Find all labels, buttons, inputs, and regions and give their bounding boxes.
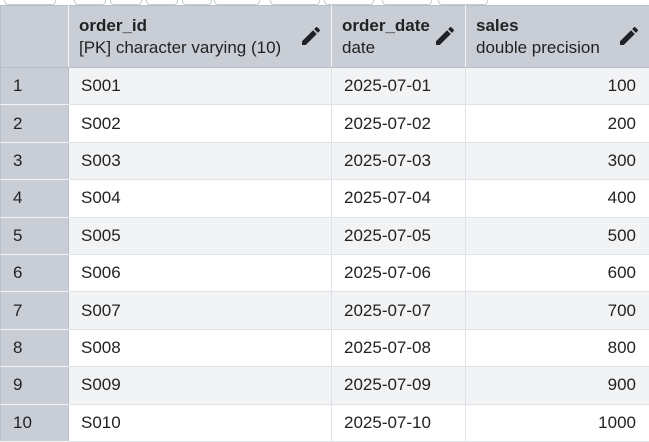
table-row[interactable]: 6 S006 2025-07-06 600: [1, 254, 649, 291]
cell-sales[interactable]: 1000: [466, 404, 649, 441]
cell-order-date[interactable]: 2025-07-08: [332, 329, 466, 366]
row-number[interactable]: 1: [1, 68, 69, 105]
column-type: date: [342, 37, 425, 59]
cell-order-id[interactable]: S010: [69, 404, 332, 441]
cell-order-date[interactable]: 2025-07-05: [332, 217, 466, 254]
column-name: order_id: [79, 15, 291, 37]
table-row[interactable]: 8 S008 2025-07-08 800: [1, 329, 649, 366]
cell-order-date[interactable]: 2025-07-09: [332, 367, 466, 404]
cell-order-id[interactable]: S002: [69, 105, 332, 142]
cell-sales[interactable]: 300: [466, 142, 649, 179]
pencil-icon[interactable]: [617, 24, 641, 48]
cell-sales[interactable]: 800: [466, 329, 649, 366]
row-number[interactable]: 4: [1, 180, 69, 217]
cell-order-date[interactable]: 2025-07-02: [332, 105, 466, 142]
select-all-corner[interactable]: [1, 6, 69, 68]
cell-order-id[interactable]: S003: [69, 142, 332, 179]
pencil-icon[interactable]: [299, 24, 323, 48]
row-number[interactable]: 3: [1, 142, 69, 179]
column-header-order-date[interactable]: order_date date: [332, 6, 466, 68]
cell-order-date[interactable]: 2025-07-07: [332, 292, 466, 329]
header-row: order_id [PK] character varying (10) ord…: [1, 6, 649, 68]
cell-order-id[interactable]: S007: [69, 292, 332, 329]
table-row[interactable]: 1 S001 2025-07-01 100: [1, 68, 649, 105]
table-row[interactable]: 9 S009 2025-07-09 900: [1, 367, 649, 404]
table-row[interactable]: 5 S005 2025-07-05 500: [1, 217, 649, 254]
cell-order-id[interactable]: S006: [69, 254, 332, 291]
cell-sales[interactable]: 500: [466, 217, 649, 254]
column-header-order-id[interactable]: order_id [PK] character varying (10): [69, 6, 332, 68]
pencil-icon[interactable]: [433, 24, 457, 48]
cell-sales[interactable]: 900: [466, 367, 649, 404]
cell-order-id[interactable]: S005: [69, 217, 332, 254]
cell-order-date[interactable]: 2025-07-06: [332, 254, 466, 291]
grid-body: 1 S001 2025-07-01 100 2 S002 2025-07-02 …: [1, 68, 649, 442]
row-number[interactable]: 2: [1, 105, 69, 142]
column-header-sales[interactable]: sales double precision: [466, 6, 649, 68]
table-row[interactable]: 4 S004 2025-07-04 400: [1, 180, 649, 217]
data-output-grid: order_id [PK] character varying (10) ord…: [0, 5, 649, 442]
row-number[interactable]: 7: [1, 292, 69, 329]
cell-order-id[interactable]: S009: [69, 367, 332, 404]
column-type: double precision: [476, 37, 609, 59]
row-number[interactable]: 9: [1, 367, 69, 404]
grid-header: order_id [PK] character varying (10) ord…: [1, 6, 649, 68]
cell-sales[interactable]: 200: [466, 105, 649, 142]
table-row[interactable]: 10 S010 2025-07-10 1000: [1, 404, 649, 441]
table-row[interactable]: 2 S002 2025-07-02 200: [1, 105, 649, 142]
cell-sales[interactable]: 700: [466, 292, 649, 329]
row-number[interactable]: 6: [1, 254, 69, 291]
cell-order-date[interactable]: 2025-07-10: [332, 404, 466, 441]
table-row[interactable]: 3 S003 2025-07-03 300: [1, 142, 649, 179]
cell-order-id[interactable]: S001: [69, 68, 332, 105]
cell-order-id[interactable]: S004: [69, 180, 332, 217]
cell-order-id[interactable]: S008: [69, 329, 332, 366]
row-number[interactable]: 10: [1, 404, 69, 441]
cell-sales[interactable]: 400: [466, 180, 649, 217]
cell-order-date[interactable]: 2025-07-04: [332, 180, 466, 217]
cell-sales[interactable]: 100: [466, 68, 649, 105]
row-number[interactable]: 5: [1, 217, 69, 254]
cell-sales[interactable]: 600: [466, 254, 649, 291]
column-name: sales: [476, 15, 609, 37]
cell-order-date[interactable]: 2025-07-01: [332, 68, 466, 105]
column-name: order_date: [342, 15, 425, 37]
row-number[interactable]: 8: [1, 329, 69, 366]
table-row[interactable]: 7 S007 2025-07-07 700: [1, 292, 649, 329]
column-type: [PK] character varying (10): [79, 37, 291, 59]
cell-order-date[interactable]: 2025-07-03: [332, 142, 466, 179]
